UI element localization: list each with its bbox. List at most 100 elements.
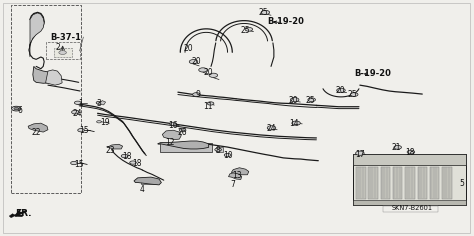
Circle shape: [71, 161, 77, 165]
Text: 14: 14: [289, 119, 299, 128]
Bar: [383, 206, 438, 212]
Text: 20: 20: [184, 44, 193, 53]
Polygon shape: [157, 141, 209, 149]
Bar: [353, 154, 466, 165]
Text: 3: 3: [97, 99, 101, 108]
Circle shape: [59, 51, 66, 55]
Circle shape: [14, 107, 18, 110]
Polygon shape: [134, 177, 161, 185]
Text: SKN7-B2601: SKN7-B2601: [392, 205, 432, 211]
Bar: [11, 5, 81, 193]
Polygon shape: [228, 173, 242, 179]
Circle shape: [121, 154, 128, 158]
Text: B-19-20: B-19-20: [355, 69, 392, 78]
Text: 18: 18: [122, 152, 132, 161]
Text: 20: 20: [204, 68, 213, 77]
Circle shape: [72, 110, 79, 114]
Circle shape: [179, 129, 186, 132]
Bar: [393, 167, 402, 199]
Polygon shape: [231, 168, 249, 175]
Text: B-37-1: B-37-1: [50, 33, 82, 42]
Text: 15: 15: [80, 126, 89, 135]
Polygon shape: [98, 101, 106, 105]
Text: 16: 16: [168, 121, 178, 130]
Polygon shape: [162, 130, 181, 139]
Circle shape: [170, 122, 176, 126]
Text: 20: 20: [335, 86, 345, 95]
Bar: [353, 154, 466, 205]
Text: 21: 21: [391, 143, 401, 152]
Circle shape: [192, 93, 200, 97]
Text: 20: 20: [191, 57, 201, 66]
Text: 17: 17: [355, 150, 365, 159]
Polygon shape: [33, 66, 56, 83]
Polygon shape: [107, 144, 123, 149]
Circle shape: [130, 161, 137, 164]
Polygon shape: [28, 123, 48, 132]
Bar: [216, 147, 223, 152]
Text: FR.: FR.: [15, 209, 32, 218]
Circle shape: [292, 121, 301, 125]
Text: 4: 4: [140, 185, 145, 194]
Bar: [46, 42, 80, 59]
Circle shape: [11, 106, 21, 111]
Polygon shape: [29, 13, 44, 57]
Circle shape: [291, 98, 299, 102]
Circle shape: [308, 98, 316, 101]
Circle shape: [394, 145, 401, 149]
Text: 25: 25: [305, 96, 315, 105]
Bar: [430, 167, 439, 199]
Circle shape: [78, 129, 84, 132]
Circle shape: [189, 59, 198, 64]
Text: 20: 20: [289, 96, 299, 105]
Text: 26: 26: [178, 128, 187, 137]
Circle shape: [74, 101, 81, 104]
Text: 12: 12: [165, 138, 174, 147]
Text: 13: 13: [232, 171, 242, 180]
Text: 25: 25: [241, 25, 250, 34]
Polygon shape: [46, 70, 62, 85]
Circle shape: [407, 150, 415, 154]
Circle shape: [356, 151, 364, 155]
Circle shape: [337, 88, 345, 93]
Bar: [353, 200, 466, 205]
Text: 5: 5: [459, 179, 464, 188]
Bar: [141, 179, 157, 184]
Text: 22: 22: [31, 128, 41, 137]
Text: 25: 25: [348, 90, 357, 99]
Text: 8: 8: [216, 146, 220, 155]
Text: 24: 24: [266, 124, 276, 133]
Bar: [418, 167, 427, 199]
Text: 18: 18: [132, 159, 142, 168]
Polygon shape: [9, 214, 16, 218]
Bar: [442, 167, 452, 199]
Text: 23: 23: [106, 146, 115, 155]
Text: 10: 10: [223, 151, 232, 160]
Circle shape: [245, 27, 253, 31]
Circle shape: [209, 73, 218, 77]
Bar: [381, 167, 390, 199]
Circle shape: [267, 126, 276, 130]
Bar: [160, 143, 212, 152]
Circle shape: [96, 101, 102, 104]
Text: 6: 6: [17, 106, 22, 115]
Text: 1: 1: [78, 99, 82, 108]
Text: 7: 7: [231, 180, 236, 189]
Bar: [368, 167, 378, 199]
Bar: [405, 167, 415, 199]
Circle shape: [199, 68, 207, 72]
Text: 11: 11: [203, 102, 212, 111]
Bar: [356, 167, 365, 199]
Circle shape: [350, 93, 358, 97]
Bar: [54, 48, 72, 57]
Circle shape: [97, 121, 101, 123]
Circle shape: [215, 148, 221, 151]
Text: 2: 2: [56, 43, 61, 52]
Text: 24: 24: [73, 109, 82, 118]
Text: 18: 18: [405, 148, 414, 156]
Text: 19: 19: [100, 118, 109, 127]
Text: 9: 9: [196, 90, 201, 99]
Circle shape: [207, 102, 214, 105]
Circle shape: [261, 10, 270, 15]
Text: 25: 25: [258, 8, 268, 17]
